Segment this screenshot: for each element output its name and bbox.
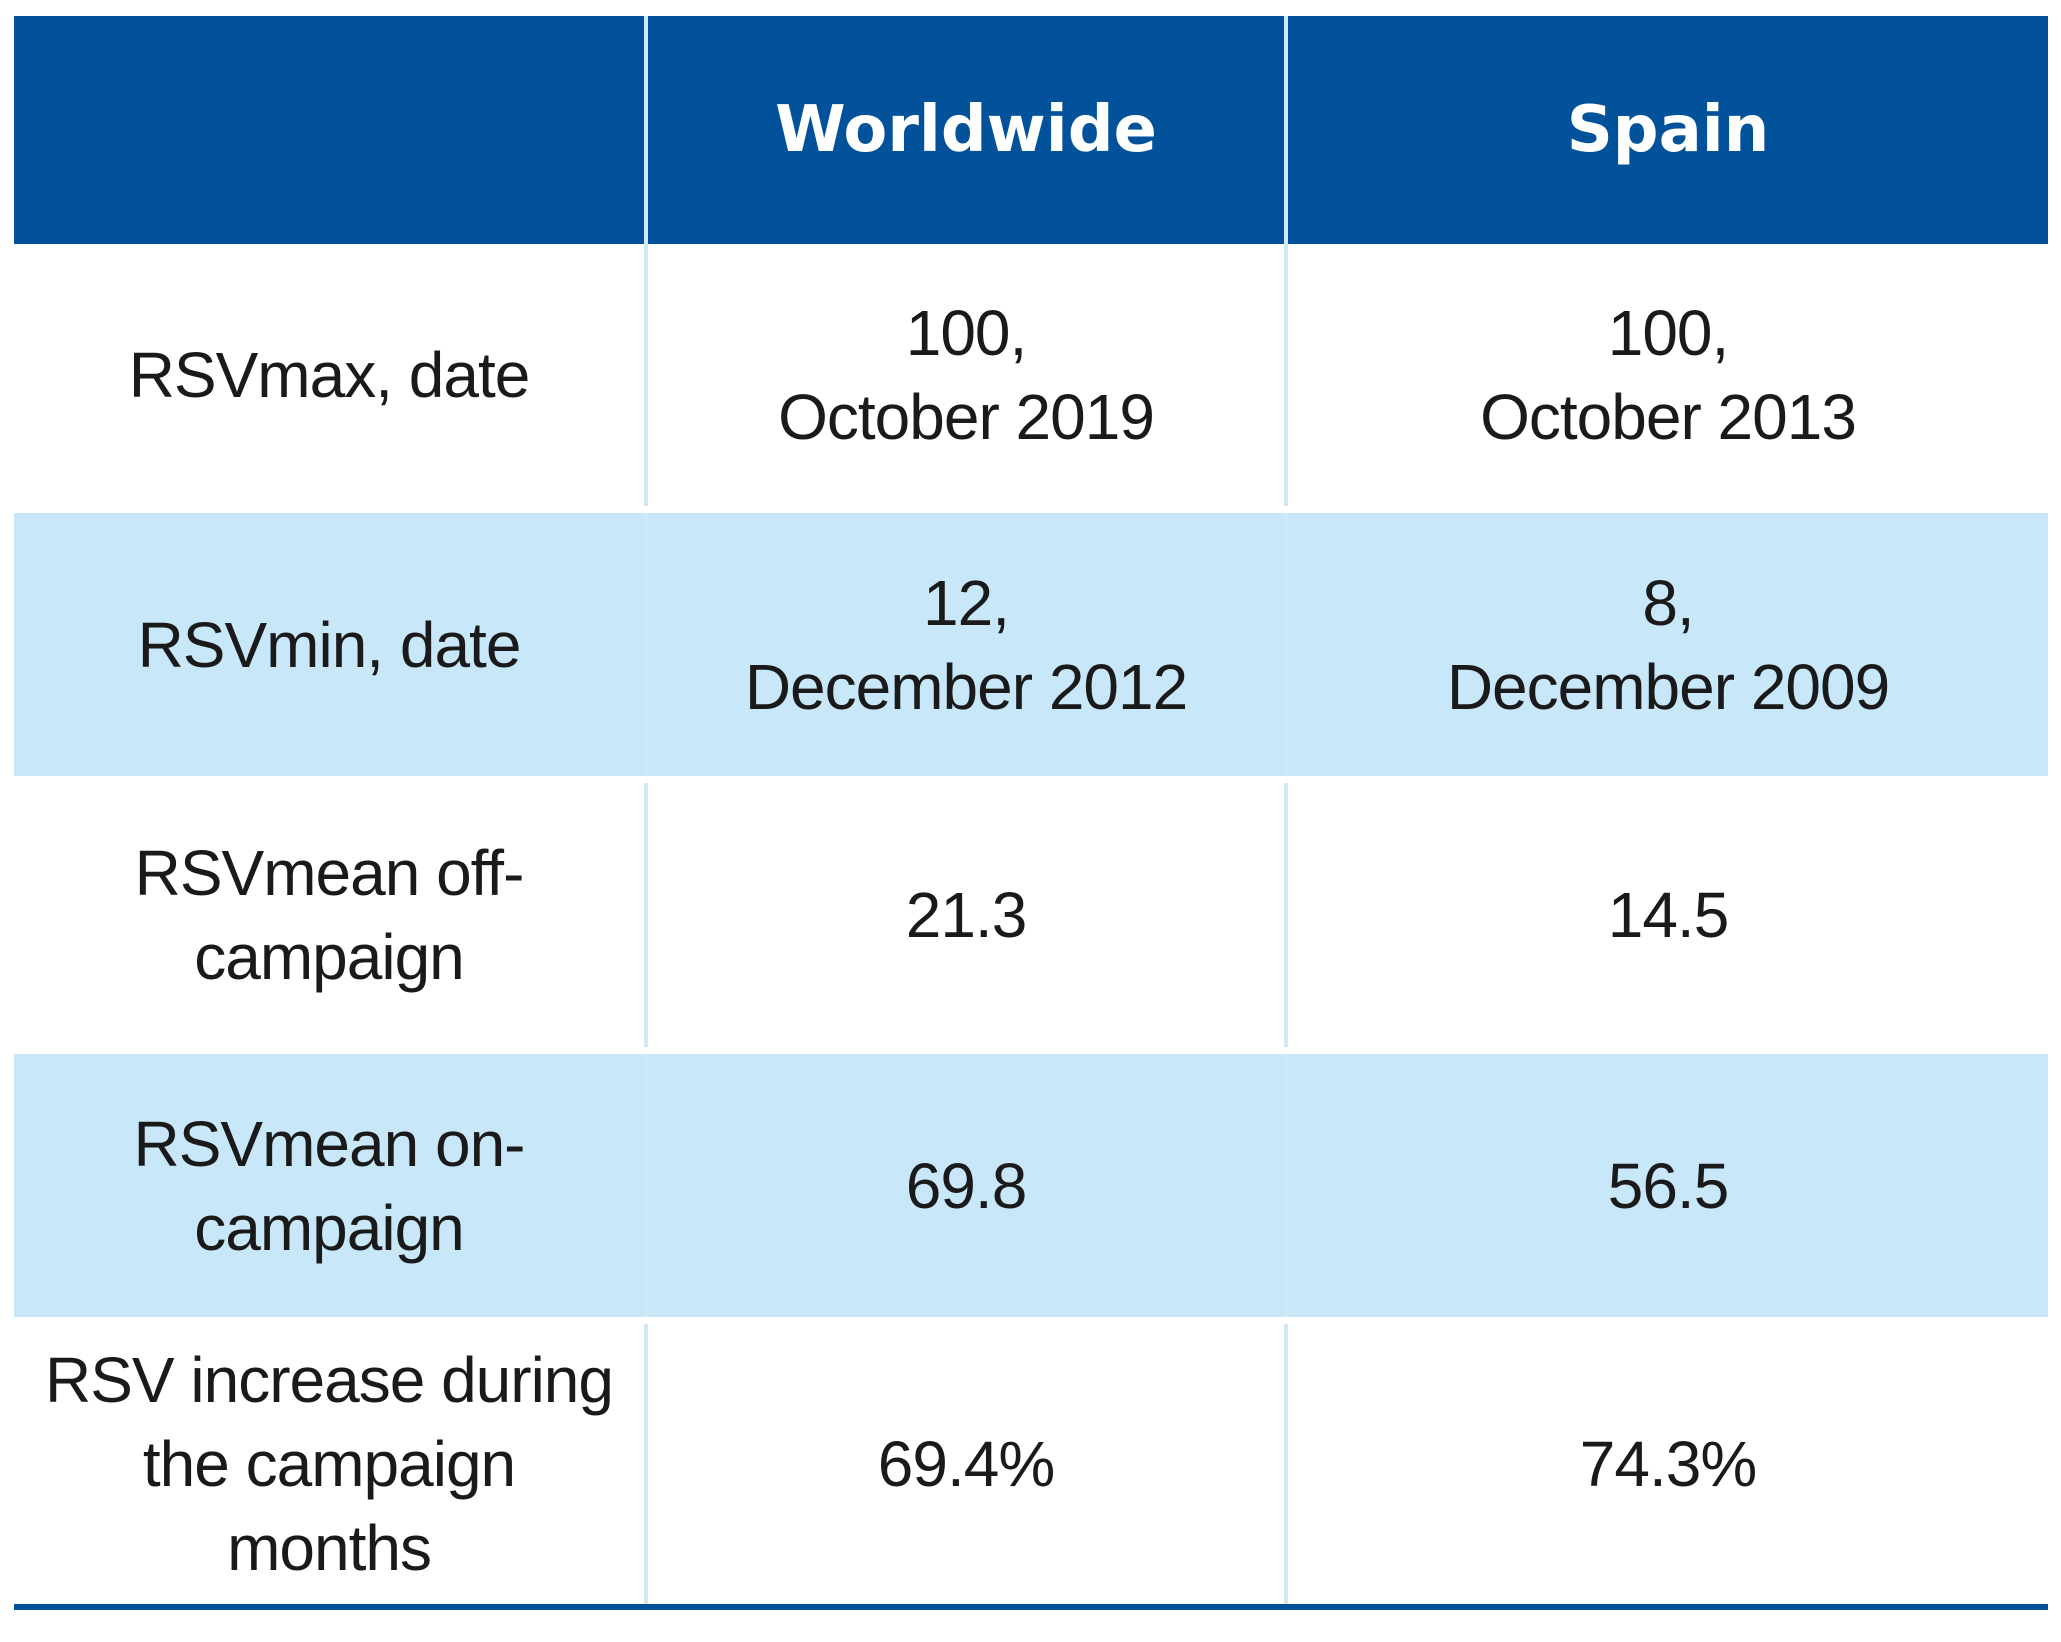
row-label: RSV increase during the campaign months — [14, 1320, 648, 1610]
worldwide-cell: 69.4% — [646, 1320, 1288, 1610]
row-label-line: RSVmax, date — [128, 339, 531, 411]
spain-cell: 74.3% — [1286, 1320, 2048, 1610]
row-label-line: campaign — [194, 921, 465, 993]
table-row-rsvmean-on: RSVmean on- campaign 69.8 56.5 — [14, 1050, 2048, 1324]
value-line: 14.5 — [1607, 879, 1730, 951]
worldwide-cell: 21.3 — [646, 779, 1288, 1054]
value-line: 100, — [1607, 297, 1730, 369]
row-label-line: RSVmean on- — [133, 1107, 526, 1180]
value-line: October 2019 — [778, 381, 1155, 453]
header-empty-cell — [14, 16, 648, 244]
worldwide-cell: 69.8 — [646, 1050, 1288, 1324]
spain-cell: 8, December 2009 — [1286, 509, 2048, 783]
value-line: 69.8 — [905, 1149, 1028, 1222]
table-row-rsv-increase: RSV increase during the campaign months … — [14, 1320, 2048, 1610]
header-row: Worldwide Spain — [14, 16, 2048, 244]
table-row-rsvmin: RSVmin, date 12, December 2012 8, Decemb… — [14, 509, 2048, 783]
value-line: 100, — [905, 297, 1028, 369]
value-line: 56.5 — [1607, 1149, 1730, 1222]
row-label-line: RSV increase during — [45, 1344, 614, 1416]
value-line: December 2012 — [744, 650, 1188, 723]
header-worldwide: Worldwide — [646, 16, 1288, 244]
value-line: December 2009 — [1446, 650, 1890, 723]
row-label: RSVmean off- campaign — [14, 779, 648, 1054]
worldwide-cell: 100, October 2019 — [646, 244, 1288, 513]
header-spain: Spain — [1286, 16, 2048, 244]
row-label-line: months — [227, 1512, 432, 1584]
row-label-line: the campaign — [142, 1428, 516, 1500]
row-label-line: RSVmean off- — [134, 837, 525, 909]
row-label: RSVmax, date — [14, 244, 648, 513]
value-line: 12, — [923, 566, 1010, 639]
value-line: 74.3% — [1579, 1428, 1757, 1500]
table-row-rsvmax: RSVmax, date 100, October 2019 100, Octo… — [14, 244, 2048, 513]
spain-cell: 100, October 2013 — [1286, 244, 2048, 513]
spain-cell: 14.5 — [1286, 779, 2048, 1054]
value-line: October 2013 — [1480, 381, 1857, 453]
row-label: RSVmin, date — [14, 509, 648, 783]
row-label-line: campaign — [194, 1191, 465, 1264]
worldwide-cell: 12, December 2012 — [646, 509, 1288, 783]
table-row-rsvmean-off: RSVmean off- campaign 21.3 14.5 — [14, 779, 2048, 1054]
spain-cell: 56.5 — [1286, 1050, 2048, 1324]
row-label: RSVmean on- campaign — [14, 1050, 648, 1324]
row-label-line: RSVmin, date — [137, 608, 522, 681]
value-line: 69.4% — [877, 1428, 1055, 1500]
value-line: 21.3 — [905, 879, 1028, 951]
rsv-comparison-table: Worldwide Spain RSVmax, date 100, Octobe… — [14, 16, 2048, 1610]
value-line: 8, — [1642, 566, 1694, 639]
